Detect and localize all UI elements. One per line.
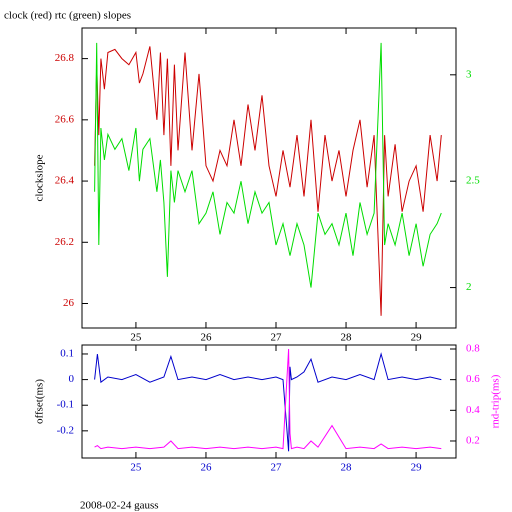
y-tick-label: -0.2 [57,424,74,436]
y2-tick-label: 3 [466,68,472,80]
caption: 2008-02-24 gauss [80,500,159,512]
series-line [94,352,442,452]
y2-tick-label: 0.6 [466,373,480,385]
x-tick-label: 25 [130,332,142,344]
y-tick-label: -0.1 [57,399,74,411]
y-tick-label: 26.2 [55,236,74,248]
y-tick-label: 26 [63,297,75,309]
x-tick-label: 27 [271,462,283,474]
plot-frame [81,27,457,329]
x-tick-label: 26 [200,462,212,474]
chart-title: clock (red) rtc (green) slopes [4,10,131,22]
y2-tick-label: 0.8 [466,343,480,355]
y-tick-label: 26.4 [55,175,75,187]
y-tick-label: 0 [69,373,75,385]
series-line [94,348,442,450]
y2-tick-label: 2 [466,281,472,293]
series-line [94,42,442,288]
x-tick-label: 27 [271,332,283,344]
x-tick-label: 29 [411,462,423,474]
y2-tick-label: 0.2 [466,435,480,447]
y-tick-label: 26.6 [55,113,75,125]
series-line [94,46,442,316]
y-axis-label: clockslope [34,154,46,201]
x-tick-label: 29 [411,332,423,344]
y-tick-label: 26.8 [55,52,75,64]
y-axis-label: offset(ms) [34,379,46,424]
y-tick-label: 0.1 [60,347,74,359]
y2-axis-label: rnd-trip(ms) [490,374,502,428]
y2-tick-label: 0.4 [466,404,480,416]
y2-tick-label: 2.5 [466,175,480,187]
plot-frame [81,344,457,459]
x-tick-label: 25 [130,462,142,474]
x-tick-label: 28 [341,462,353,474]
x-tick-label: 28 [341,332,353,344]
x-tick-label: 26 [200,332,212,344]
